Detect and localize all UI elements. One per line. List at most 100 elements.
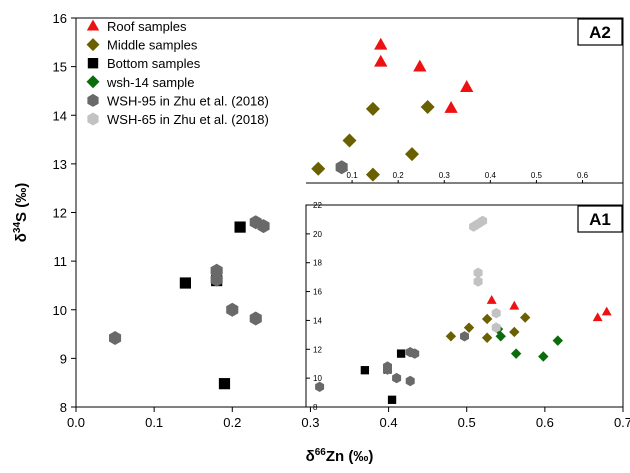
x-tick-label: 0.5 — [458, 415, 476, 430]
middle-samples-point — [365, 101, 380, 116]
y-axis-title-group: δ34S (‰) — [12, 183, 30, 242]
inset-wsh-14-sample-point — [538, 351, 549, 362]
middle-samples-legend-marker — [86, 38, 100, 52]
inset-middle-samples-point — [509, 326, 520, 338]
inset-wsh-95-in-zhu-et-al-2018-point — [315, 381, 325, 392]
wsh-95-in-zhu-et-al-2018-point — [210, 272, 223, 287]
wsh-95-in-zhu-et-al-2018-point — [226, 302, 239, 317]
inset-roof-samples-point — [509, 300, 520, 310]
inset-top-tick-label: 0.3 — [439, 171, 451, 180]
inset-bottom-samples-point — [396, 349, 406, 358]
x-tick-label: 0.2 — [223, 415, 241, 430]
y-tick-label: 13 — [53, 157, 67, 172]
inset-wsh-65-in-zhu-et-al-2018-point — [491, 322, 501, 333]
inset-wsh-14-sample-point — [495, 331, 506, 342]
x-tick-label: 0.3 — [301, 415, 319, 430]
y-axis-title: δ34S (‰) — [12, 183, 30, 242]
y-tick-label: 14 — [53, 108, 67, 123]
legend-label-roof-samples: Roof samples — [107, 19, 187, 34]
legend-label-wsh-14-sample: wsh-14 sample — [106, 75, 194, 90]
x-tick-label: 0.0 — [67, 415, 85, 430]
wsh-65-in-zhu-et-al-2018-legend-marker — [87, 112, 99, 126]
inset-top-tick-label: 0.5 — [531, 171, 543, 180]
bottom-samples-point — [234, 221, 246, 233]
inset-top-tick-label: 0.4 — [485, 171, 497, 180]
middle-samples-point — [311, 161, 326, 176]
inset-middle-samples-point — [481, 332, 493, 343]
wsh-95-in-zhu-et-al-2018-point — [335, 160, 348, 175]
inset-wsh-95-in-zhu-et-al-2018-point — [383, 364, 392, 375]
inset-middle-samples-point — [463, 322, 475, 333]
inset-wsh-65-in-zhu-et-al-2018-point — [478, 215, 488, 227]
wsh-95-in-zhu-et-al-2018-point — [257, 219, 270, 234]
x-axis-title: δ66Zn (‰) — [306, 447, 374, 465]
inset-y-tick-label: 20 — [313, 230, 322, 239]
y-tick-label: 9 — [60, 351, 67, 366]
inset-y-tick-label: 18 — [313, 259, 322, 268]
inset-wsh-14-sample-point — [510, 348, 522, 359]
panel-tag-a1: A1 — [589, 210, 611, 229]
inset-bottom-samples-point — [387, 395, 397, 404]
wsh-95-in-zhu-et-al-2018-point — [249, 311, 262, 326]
panel-tag-a2: A2 — [589, 23, 611, 42]
inset-top-tick-label: 0.2 — [393, 171, 405, 180]
panel-tag-box — [577, 18, 623, 46]
bottom-samples-point — [218, 378, 231, 390]
x-tick-label: 0.7 — [614, 415, 630, 430]
y-tick-label: 15 — [53, 60, 67, 75]
legend-label-middle-samples: Middle samples — [107, 38, 198, 53]
inset-y-tick-label: 10 — [313, 374, 322, 383]
bottom-samples-point — [179, 277, 191, 289]
inset-bottom-samples-point — [360, 366, 370, 375]
bottom-samples-legend-marker — [87, 58, 99, 69]
roof-samples-point — [413, 59, 427, 72]
inset-middle-samples-point — [445, 331, 457, 342]
inset-middle-samples-point — [519, 312, 531, 323]
middle-samples-point — [342, 133, 357, 148]
roof-samples-point — [374, 37, 388, 50]
panel-tags: A2 A1 — [577, 18, 623, 233]
inset-frame — [305, 204, 624, 408]
legend: Roof samples Middle samples Bottom samples… — [86, 19, 269, 127]
x-tick-label: 0.1 — [145, 415, 163, 430]
inset-plot: 0.1 0.2 0.3 0.4 0.5 0.6 8 10 12 14 16 18 20 22 — [305, 171, 624, 412]
inset-y-tick-label: 12 — [313, 345, 322, 354]
middle-samples-point — [365, 167, 380, 182]
inset-wsh-65-in-zhu-et-al-2018-point — [473, 276, 483, 287]
y-tick-label: 12 — [53, 206, 67, 221]
inset-middle-samples-point — [481, 313, 493, 325]
legend-label-wsh-95-in-zhu-et-al-2018: WSH-95 in Zhu et al. (2018) — [107, 93, 269, 108]
inset-wsh-65-in-zhu-et-al-2018-point — [491, 308, 501, 319]
inset-top-tick-label: 0.6 — [577, 171, 589, 180]
y-tick-label: 8 — [60, 400, 67, 415]
inset-roof-samples-point — [486, 295, 497, 304]
inset-wsh-95-in-zhu-et-al-2018-point — [410, 348, 420, 359]
inset-y-tick-label: 8 — [313, 403, 318, 412]
inset-wsh-65-in-zhu-et-al-2018-point — [473, 267, 483, 278]
x-tick-label: 0.6 — [536, 415, 554, 430]
y-tick-label: 16 — [53, 11, 67, 26]
inset-wsh-95-in-zhu-et-al-2018-point — [405, 375, 415, 387]
main-plot-marks — [109, 37, 474, 390]
legend-label-wsh-65-in-zhu-et-al-2018: WSH-65 in Zhu et al. (2018) — [107, 112, 269, 127]
x-tick-label: 0.4 — [380, 415, 398, 430]
y-tick-label: 10 — [53, 303, 67, 318]
inset-plot-marks — [315, 215, 612, 404]
middle-samples-point — [405, 147, 420, 162]
middle-samples-point — [420, 99, 435, 114]
wsh-95-in-zhu-et-al-2018-point — [109, 331, 122, 345]
inset-y-tick-label: 14 — [313, 316, 322, 325]
roof-samples-point — [460, 80, 474, 92]
inset-wsh-95-in-zhu-et-al-2018-point — [460, 331, 469, 342]
inset-y-tick-label: 16 — [313, 288, 322, 297]
inset-top-tick-label: 0.1 — [347, 171, 359, 180]
wsh-95-in-zhu-et-al-2018-legend-marker — [87, 93, 99, 107]
inset-wsh-14-sample-point — [552, 335, 563, 346]
wsh-95-in-zhu-et-al-2018-point — [210, 263, 223, 278]
wsh-14-sample-legend-marker — [86, 75, 100, 89]
inset-y-tick-label: 22 — [313, 201, 322, 210]
panel-tag-box — [577, 205, 623, 233]
inset-roof-samples-point — [592, 312, 603, 322]
roof-samples-point — [444, 100, 458, 113]
